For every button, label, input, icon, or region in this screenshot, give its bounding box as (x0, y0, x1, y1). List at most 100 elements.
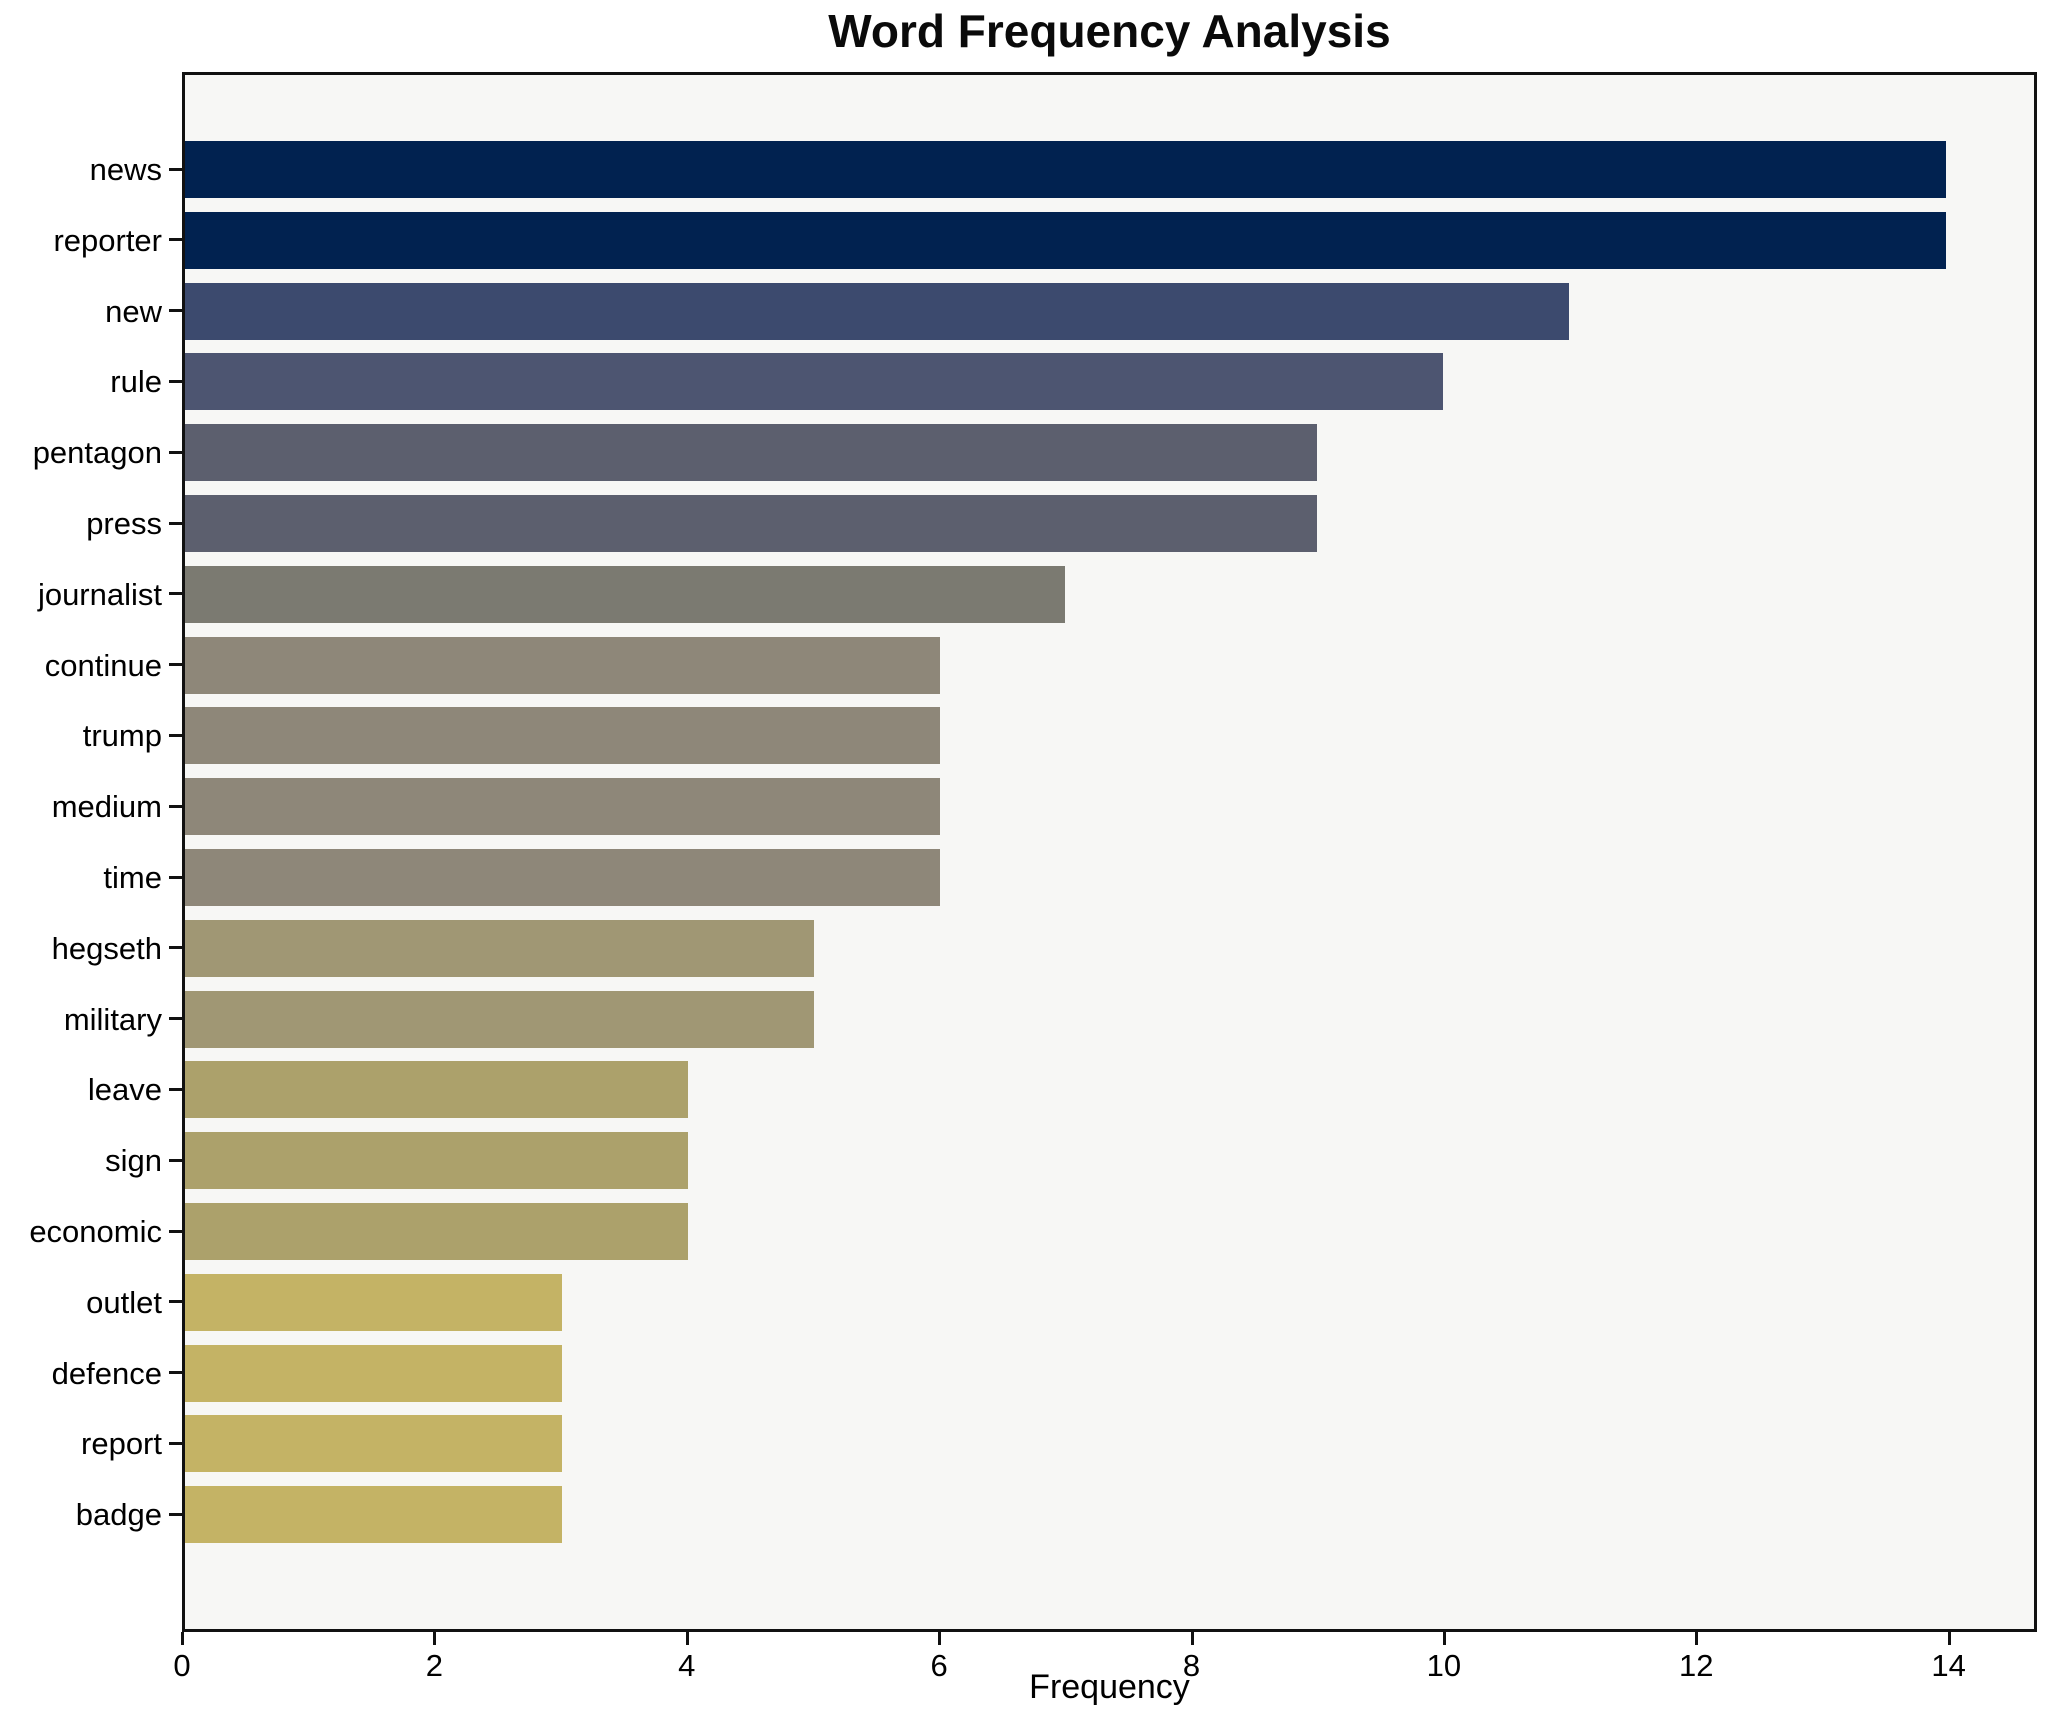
y-tick-mark (169, 1158, 182, 1162)
y-tick-mark (169, 1229, 182, 1233)
bar-row: reporter (53, 211, 2034, 269)
y-tick-label: outlet (86, 1284, 162, 1320)
y-tick-mark (169, 1512, 182, 1516)
y-tick-mark (169, 167, 182, 171)
y-tick-label: medium (51, 789, 162, 825)
bar-row: journalist (38, 565, 2034, 623)
bar-medium (185, 778, 940, 836)
bar-row: report (81, 1415, 2034, 1473)
bar-row: continue (45, 636, 2034, 694)
y-tick-label: hegseth (51, 930, 162, 966)
x-axis: 0 2 4 6 8 10 12 14 (173, 1632, 2037, 1692)
bar-news (185, 141, 1946, 198)
y-tick-mark (169, 1087, 182, 1091)
bar-sign (185, 1132, 689, 1190)
y-tick-mark (169, 946, 182, 950)
bar-row: hegseth (52, 919, 2034, 977)
bar-time (185, 849, 940, 906)
y-tick-label: time (103, 860, 162, 895)
chart-title: Word Frequency Analysis (828, 5, 1391, 57)
y-tick-label: news (89, 152, 162, 187)
x-tick-mark (1442, 1632, 1446, 1645)
bar-continue (185, 636, 940, 694)
bar-row: trump (83, 707, 2034, 765)
y-tick-mark (169, 663, 182, 667)
x-tick-label: 6 (930, 1648, 948, 1683)
y-tick-label: pentagon (32, 435, 162, 471)
x-tick-label: 10 (1426, 1648, 1462, 1683)
bar-journalist (185, 565, 1066, 623)
bar-hegseth (185, 919, 814, 977)
y-tick-mark (169, 592, 182, 596)
bar-reporter (185, 211, 1946, 269)
x-tick-label: 8 (1182, 1648, 1201, 1683)
y-tick-label: economic (29, 1214, 162, 1249)
y-tick-mark (169, 238, 182, 242)
y-tick-mark (169, 1371, 182, 1375)
y-tick-label: rule (110, 364, 162, 400)
bar-row: rule (110, 353, 2034, 411)
bar-row: pentagon (33, 424, 2034, 482)
y-tick-mark (169, 1017, 182, 1021)
y-tick-mark (169, 309, 182, 313)
bar-row: badge (76, 1486, 2034, 1544)
y-tick-label: report (81, 1426, 162, 1462)
y-tick-label: press (86, 506, 162, 541)
y-tick-label: military (63, 1001, 162, 1037)
y-tick-label: badge (75, 1497, 162, 1533)
y-tick-label: reporter (53, 222, 162, 258)
y-tick-mark (169, 521, 182, 525)
bar-row: medium (52, 778, 2034, 836)
x-tick-mark (1695, 1632, 1699, 1645)
x-tick-label: 14 (1931, 1648, 1966, 1683)
bar-badge (185, 1486, 563, 1544)
y-tick-mark (169, 379, 182, 383)
bar-new (185, 282, 1569, 340)
bar-row: press (86, 495, 2034, 552)
y-tick-label: leave (87, 1072, 162, 1108)
x-tick-mark (1947, 1632, 1951, 1645)
y-tick-label: trump (82, 718, 162, 754)
x-tick-label: 2 (425, 1648, 443, 1683)
bar-report (185, 1415, 563, 1473)
x-tick-label: 12 (1679, 1648, 1714, 1683)
bar-row: leave (88, 1061, 2034, 1119)
x-tick-label: 4 (678, 1648, 696, 1683)
bar-economic (185, 1203, 689, 1260)
bar-trump (185, 707, 940, 765)
y-tick-label: new (105, 293, 162, 329)
bar-defence (185, 1344, 563, 1402)
bar-row: time (103, 849, 2034, 906)
y-tick-mark (169, 733, 182, 737)
bar-outlet (185, 1273, 563, 1331)
bar-row: new (105, 282, 2034, 340)
plot-area: news reporter new rule pentagon press journali… (29, 72, 2037, 1632)
y-tick-mark (169, 1300, 182, 1304)
x-tick-mark (938, 1632, 942, 1645)
bar-row: military (64, 990, 2034, 1048)
bar-press (185, 495, 1318, 552)
bar-row: economic (29, 1203, 2034, 1260)
bar-rule (185, 353, 1443, 411)
y-tick-label: journalist (37, 576, 162, 612)
bar-row: news (90, 141, 2034, 198)
y-tick-mark (169, 875, 182, 879)
y-tick-mark (169, 1441, 182, 1445)
x-tick-mark (181, 1632, 184, 1645)
x-axis-title: Frequency (1029, 1668, 1190, 1706)
bar-military (185, 990, 814, 1048)
bar-leave (185, 1061, 689, 1119)
x-tick-label: 0 (173, 1648, 191, 1683)
y-tick-mark (169, 804, 182, 808)
bar-row: outlet (86, 1273, 2034, 1331)
x-tick-mark (1190, 1632, 1194, 1645)
bar-row: defence (52, 1344, 2034, 1402)
bar-pentagon (185, 424, 1318, 482)
x-tick-mark (433, 1632, 437, 1645)
y-tick-mark (169, 450, 182, 454)
y-tick-label: continue (44, 647, 162, 683)
x-tick-mark (685, 1632, 689, 1645)
y-tick-label: sign (105, 1143, 162, 1179)
bar-row: sign (105, 1132, 2034, 1190)
